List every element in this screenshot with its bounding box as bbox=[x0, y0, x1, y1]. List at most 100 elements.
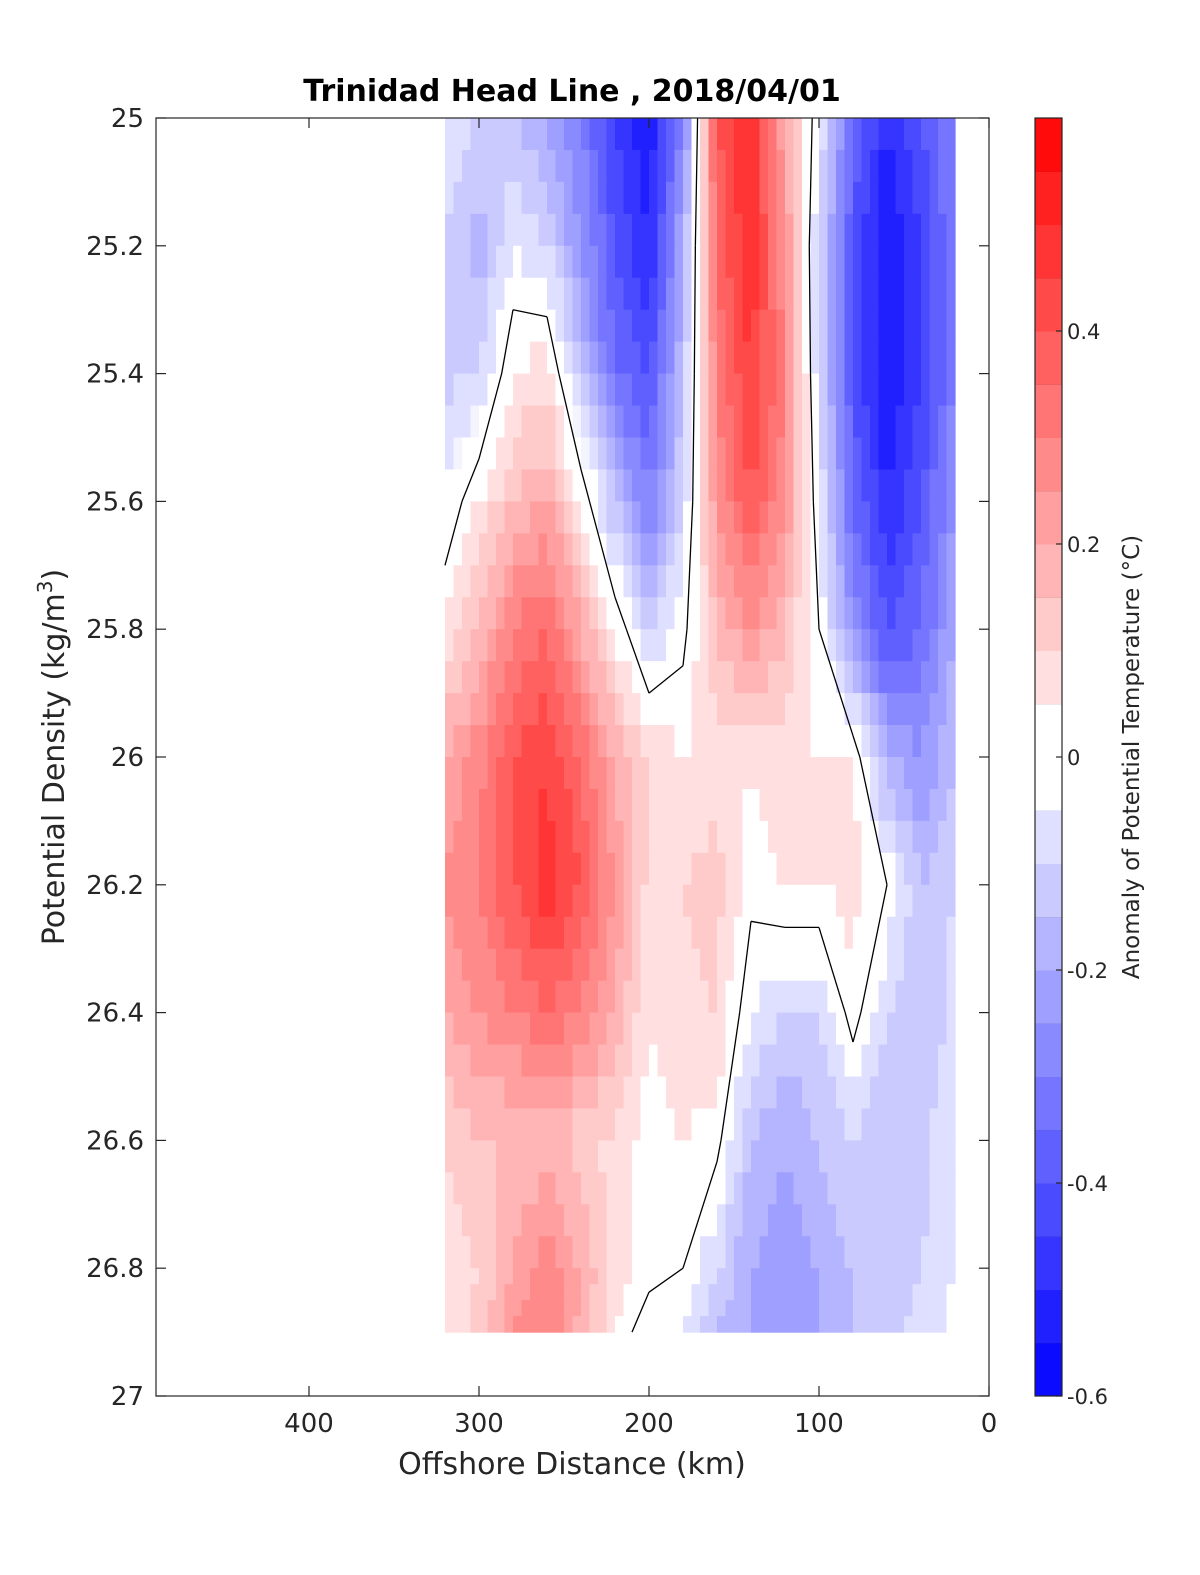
field-cell bbox=[810, 405, 820, 439]
field-cell bbox=[615, 820, 625, 854]
field-cell bbox=[666, 118, 676, 151]
field-cell bbox=[462, 1076, 472, 1110]
field-cell bbox=[836, 149, 846, 183]
field-cell bbox=[666, 533, 676, 566]
colorbar-level bbox=[1035, 650, 1062, 705]
field-cell bbox=[853, 1284, 863, 1301]
field-cell bbox=[734, 533, 744, 566]
field-cell bbox=[564, 948, 574, 982]
field-cell bbox=[547, 373, 557, 407]
field-cell bbox=[734, 1108, 744, 1141]
field-cell bbox=[640, 884, 650, 918]
field-cell bbox=[581, 1236, 591, 1269]
field-cell bbox=[844, 405, 854, 439]
field-cell bbox=[708, 1316, 718, 1333]
field-cell bbox=[572, 1076, 582, 1110]
field-cell bbox=[564, 565, 574, 598]
field-cell bbox=[717, 1236, 727, 1269]
field-cell bbox=[895, 1108, 905, 1141]
field-cell bbox=[615, 1108, 625, 1141]
field-cell bbox=[742, 597, 752, 630]
field-cell bbox=[836, 437, 846, 471]
field-cell bbox=[725, 277, 735, 311]
field-cell bbox=[504, 1140, 514, 1173]
field-cell bbox=[615, 629, 625, 662]
field-cell bbox=[878, 213, 888, 247]
field-cell bbox=[572, 629, 582, 662]
field-cell bbox=[445, 725, 455, 758]
field-cell bbox=[751, 980, 761, 1014]
field-cell bbox=[836, 1236, 846, 1269]
field-cell bbox=[734, 661, 744, 694]
field-cell bbox=[751, 277, 761, 311]
field-cell bbox=[878, 309, 888, 343]
field-cell bbox=[547, 118, 557, 151]
field-cell bbox=[555, 373, 565, 407]
field-cell bbox=[827, 629, 837, 662]
field-cell bbox=[479, 1172, 489, 1205]
field-cell bbox=[785, 661, 795, 694]
field-cell bbox=[589, 245, 599, 279]
field-cell bbox=[538, 373, 548, 407]
colorbar-level bbox=[1035, 757, 1062, 811]
field-cell bbox=[802, 181, 812, 215]
field-cell bbox=[929, 533, 939, 566]
field-cell bbox=[496, 309, 506, 343]
field-cell bbox=[445, 916, 455, 950]
field-cell bbox=[555, 118, 565, 151]
field-cell bbox=[521, 852, 531, 886]
field-cell bbox=[819, 1044, 829, 1078]
field-cell bbox=[887, 597, 897, 630]
field-cell bbox=[844, 533, 854, 566]
field-cell bbox=[734, 916, 744, 950]
field-cell bbox=[938, 725, 948, 758]
field-cell bbox=[683, 245, 693, 279]
field-cell bbox=[606, 277, 616, 311]
field-cell bbox=[938, 597, 948, 630]
field-cell bbox=[606, 1076, 616, 1110]
field-cell bbox=[912, 852, 922, 886]
field-cell bbox=[657, 629, 667, 662]
field-cell bbox=[683, 1300, 693, 1317]
field-cell bbox=[946, 405, 956, 439]
field-cell bbox=[700, 884, 710, 918]
field-cell bbox=[827, 565, 837, 598]
field-cell bbox=[666, 788, 676, 822]
field-cell bbox=[589, 693, 599, 726]
field-cell bbox=[683, 373, 693, 407]
field-cell bbox=[853, 1108, 863, 1141]
field-cell bbox=[819, 1236, 829, 1269]
field-cell bbox=[734, 501, 744, 534]
field-cell bbox=[878, 1076, 888, 1110]
field-cell bbox=[564, 181, 574, 215]
field-cell bbox=[487, 788, 497, 822]
field-cell bbox=[802, 661, 812, 694]
field-cell bbox=[623, 1012, 633, 1046]
field-cell bbox=[708, 1236, 718, 1269]
field-cell bbox=[785, 852, 795, 886]
field-cell bbox=[470, 405, 480, 439]
field-cell bbox=[538, 309, 548, 343]
y-axis-label-close: ) bbox=[37, 569, 72, 581]
field-cell bbox=[853, 725, 863, 758]
field-cell bbox=[878, 788, 888, 822]
field-cell bbox=[921, 309, 931, 343]
field-cell bbox=[700, 1140, 710, 1173]
field-cell bbox=[700, 820, 710, 854]
zero-contour-segment bbox=[716, 1140, 722, 1162]
field-cell bbox=[844, 437, 854, 471]
field-cell bbox=[538, 1268, 548, 1285]
field-cell bbox=[810, 980, 820, 1014]
field-cell bbox=[844, 629, 854, 662]
field-cell bbox=[929, 309, 939, 343]
field-cell bbox=[530, 948, 540, 982]
field-cell bbox=[487, 469, 497, 502]
field-cell bbox=[547, 341, 557, 375]
field-cell bbox=[759, 1012, 769, 1046]
field-cell bbox=[946, 149, 956, 183]
field-cell bbox=[725, 245, 735, 279]
field-cell bbox=[496, 820, 506, 854]
field-cell bbox=[555, 1300, 565, 1317]
field-cell bbox=[946, 788, 956, 822]
field-cell bbox=[470, 1204, 480, 1237]
